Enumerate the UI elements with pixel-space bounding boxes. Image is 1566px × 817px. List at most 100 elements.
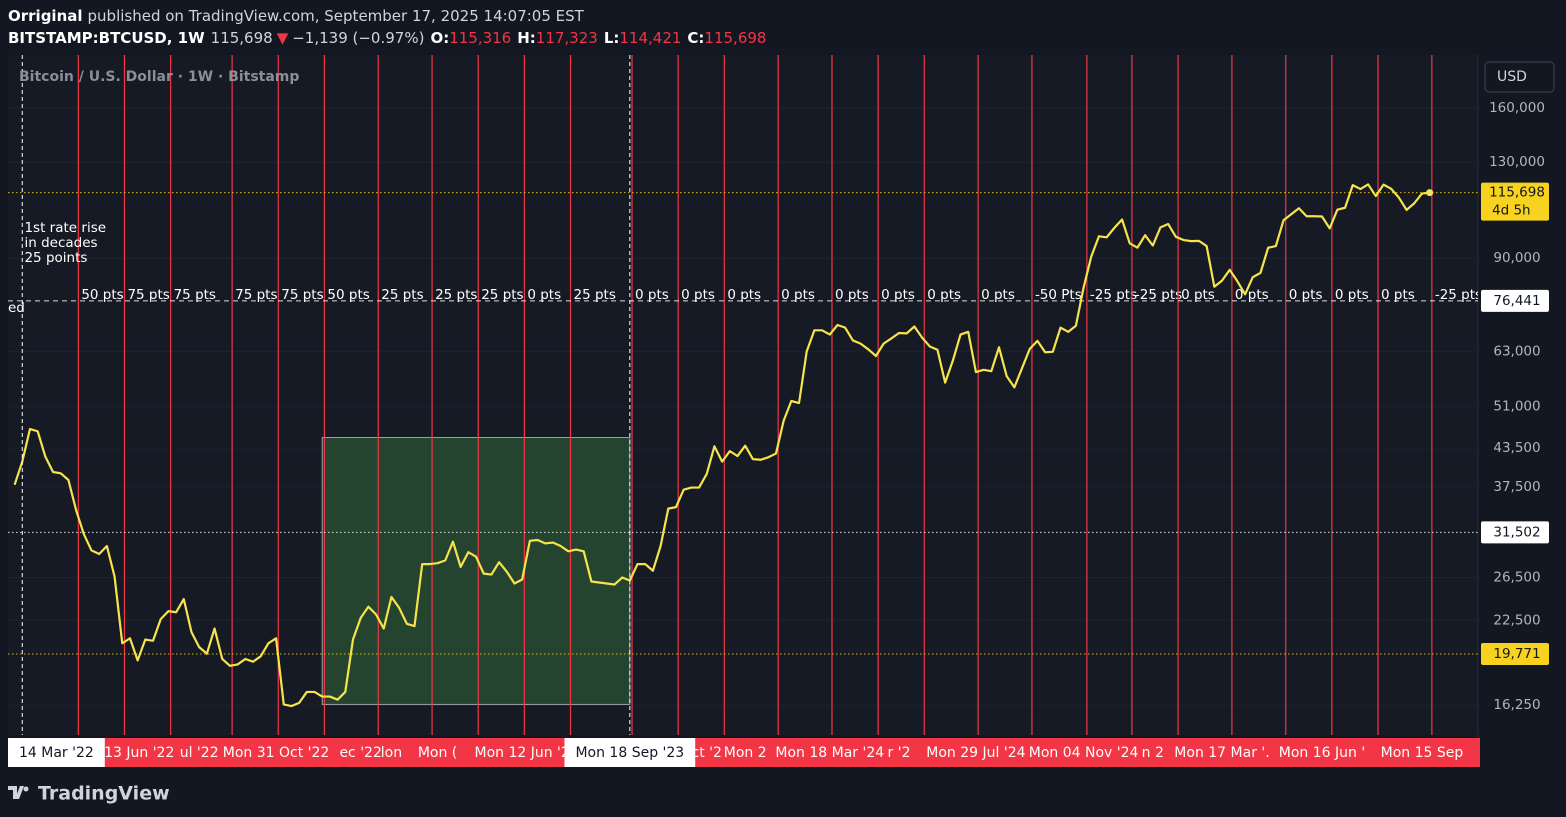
ohlc-value: 115,698 <box>704 29 766 47</box>
currency-label: USD <box>1497 69 1527 85</box>
plot: 50 pts 75 pts 75 pts 75 pts 75 pts 50 pts 25 p… <box>8 55 1482 735</box>
event-label: 25 pts <box>481 287 523 303</box>
event-label: 0 pts <box>781 287 815 303</box>
ohlc-value: 114,421 <box>619 29 681 47</box>
y-tick-label: 51,000 <box>1493 399 1540 415</box>
x-tick-label: Mon 17 Mar '. <box>1174 745 1269 761</box>
event-label: 0 pts <box>981 287 1015 303</box>
x-tick-label: Mon 29 Jul '24 <box>926 745 1025 761</box>
time-axis-band <box>8 738 1480 767</box>
x-tick-label: Mon 2 <box>724 745 767 761</box>
event-label: -25 pts <box>1435 287 1482 303</box>
event-label: 0 pts <box>1181 287 1215 303</box>
price-label: 19,771 <box>1493 646 1540 662</box>
marker-label: Mon 18 Sep '23 <box>575 745 684 761</box>
x-tick-label: Mon 16 Jun ' <box>1279 745 1365 761</box>
price-label: 31,502 <box>1493 524 1540 540</box>
ohlc-value: 117,323 <box>536 29 598 47</box>
edge-label: ed <box>8 300 25 316</box>
x-tick-label: ul '22 <box>180 745 219 761</box>
y-tick-label: 26,500 <box>1493 570 1540 586</box>
event-label: 75 pts <box>235 287 277 303</box>
footer-logo: TradingView <box>8 783 170 805</box>
event-label: 25 pts <box>435 287 477 303</box>
price-label-box <box>1481 521 1549 544</box>
event-label: 75 pts <box>281 287 323 303</box>
event-label: 75 pts <box>127 287 169 303</box>
symbol: BITSTAMP:BTCUSD, 1W <box>8 29 205 47</box>
event-label: 0 pts <box>1381 287 1415 303</box>
x-tick-label: ec '22 <box>339 745 381 761</box>
brand: TradingView <box>38 783 170 805</box>
ohlc-key: O: <box>430 29 449 47</box>
range-box <box>321 437 631 705</box>
marker-label: 14 Mar '22 <box>19 745 94 761</box>
ohlc-key: L: <box>604 29 620 47</box>
change-arrow: ▼ <box>277 29 289 47</box>
event-label: 0 pts <box>635 287 669 303</box>
last-price: 115,698 <box>211 29 273 47</box>
event-label: -25 pts <box>1135 287 1182 303</box>
header-line-1: Orriginal published on TradingView.com, S… <box>8 7 585 25</box>
logo-icon <box>8 786 24 799</box>
y-tick-label: 63,000 <box>1493 343 1540 359</box>
price-label-box <box>1481 289 1549 312</box>
x-tick-label: Mon 18 Mar '24 <box>775 745 884 761</box>
event-label: -50 Pts <box>1035 287 1082 303</box>
x-tick-label: lon <box>381 745 402 761</box>
event-label: 0 pts <box>1289 287 1323 303</box>
event-label: 0 pts <box>527 287 561 303</box>
y-tick-label: 160,000 <box>1489 100 1545 116</box>
price-line-series <box>13 183 1430 708</box>
event-label: 0 pts <box>1335 287 1369 303</box>
event-label: 75 pts <box>174 287 216 303</box>
x-tick-label: Mon 31 Oct '22 <box>223 745 330 761</box>
x-tick-label: ct '2 <box>692 745 722 761</box>
x-tick-label: Mon 15 Sep <box>1381 745 1464 761</box>
change: −1,139 (−0.97%) <box>292 29 424 47</box>
y-tick-label: 22,500 <box>1493 612 1540 628</box>
price-label-box <box>1481 182 1549 221</box>
header-line-2: BITSTAMP:BTCUSD, 1W 115,698 ▼ −1,139 (−0.97… <box>8 29 766 47</box>
event-label: 0 pts <box>835 287 869 303</box>
marker-label-box <box>564 738 696 767</box>
annotation: 25 points <box>24 250 87 266</box>
x-tick-label: Mon ( <box>418 745 457 761</box>
ohlc-key: C: <box>687 29 704 47</box>
annotation: 1st rate rise <box>24 220 106 236</box>
x-tick-label: Mon 04 Nov '24 <box>1029 745 1139 761</box>
event-label: 50 pts <box>327 287 369 303</box>
plot-area <box>8 55 1478 735</box>
annotation: in decades <box>24 235 97 251</box>
currency-button[interactable] <box>1484 61 1555 93</box>
y-tick-label: 43,500 <box>1493 440 1540 456</box>
event-label: 0 pts <box>727 287 761 303</box>
event-label: -25 pts <box>1090 287 1137 303</box>
price-label-box <box>1481 643 1549 666</box>
price-label: 76,441 <box>1493 293 1540 309</box>
event-label: 50 pts <box>81 287 123 303</box>
event-label: 25 pts <box>574 287 616 303</box>
event-label: 0 pts <box>681 287 715 303</box>
last-point <box>1426 189 1434 197</box>
y-tick-label: 37,500 <box>1493 479 1540 495</box>
published: published on TradingView.com, September … <box>88 7 585 25</box>
legend-title: Bitcoin / U.S. Dollar · 1W · Bitstamp <box>19 69 299 85</box>
author: Orriginal <box>8 7 83 25</box>
ohlc-value: 115,316 <box>449 29 511 47</box>
y-tick-label: 16,250 <box>1493 697 1540 713</box>
event-label: 25 pts <box>381 287 423 303</box>
marker-label-box <box>8 738 105 767</box>
axes: 16,250 22,500 26,500 37,500 43,500 51,000 63,0… <box>8 100 1549 767</box>
x-tick-label: n 2 <box>1142 745 1164 761</box>
price-label: 115,698 <box>1489 185 1545 201</box>
y-tick-label: 130,000 <box>1489 154 1545 170</box>
price-label-sub: 4d 5h <box>1492 203 1531 219</box>
x-tick-label: r '2 <box>888 745 911 761</box>
x-tick-label: Mon 12 Jun '2 <box>475 745 570 761</box>
event-label: 0 pts <box>881 287 915 303</box>
logo-dot <box>23 786 29 792</box>
event-label: 0 pts <box>927 287 961 303</box>
ohlc-key: H: <box>517 29 536 47</box>
